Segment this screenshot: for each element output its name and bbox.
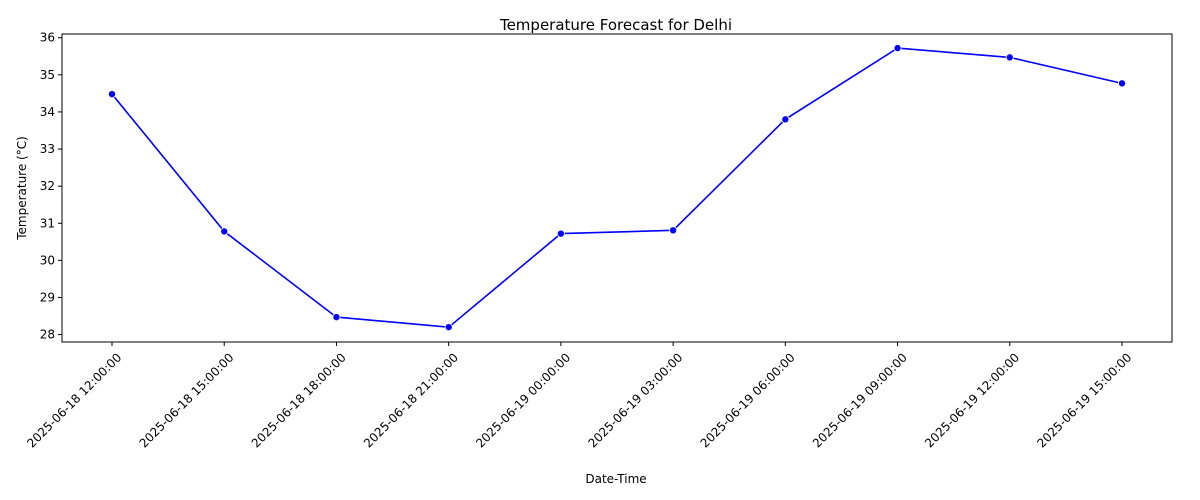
temperature-data-point: [1118, 79, 1127, 88]
y-tick-label: 30: [40, 253, 55, 267]
x-tick-label: 2025-06-19 12:00:00: [922, 350, 1022, 450]
x-axis: 2025-06-18 12:00:00 2025-06-18 15:00:00 20…: [24, 342, 1134, 450]
temperature-data-point: [108, 90, 117, 99]
y-tick-label: 36: [40, 31, 55, 45]
series-layer: [108, 44, 1127, 332]
temperature-data-point: [444, 323, 453, 332]
y-tick-label: 32: [40, 179, 55, 193]
x-tick-label: 2025-06-19 15:00:00: [1034, 350, 1134, 450]
chart-title: Temperature Forecast for Delhi: [499, 16, 732, 34]
x-tick-label: 2025-06-19 00:00:00: [473, 350, 573, 450]
x-tick-label: 2025-06-18 15:00:00: [137, 350, 237, 450]
x-axis-label: Date-Time: [585, 472, 646, 486]
temperature-data-point: [556, 229, 565, 238]
temperature-series-line: [111, 47, 1123, 329]
y-tick-label: 33: [40, 142, 55, 156]
y-tick-label: 35: [40, 68, 55, 82]
temperature-data-point: [893, 44, 902, 53]
temperature-data-point: [332, 313, 341, 322]
y-tick-label: 34: [40, 105, 55, 119]
x-tick-label: 2025-06-18 21:00:00: [361, 350, 461, 450]
x-tick-label: 2025-06-19 03:00:00: [585, 350, 685, 450]
y-axis: 28 29 30 31 32 33 34 35 36: [40, 31, 62, 342]
y-axis-label: Temperature (°C): [15, 136, 29, 241]
x-tick-label: 2025-06-19 09:00:00: [810, 350, 910, 450]
temperature-data-point: [1005, 53, 1014, 62]
y-tick-label: 29: [40, 290, 55, 304]
x-tick-label: 2025-06-18 18:00:00: [249, 350, 349, 450]
x-tick-label: 2025-06-18 12:00:00: [24, 350, 124, 450]
temperature-data-point: [781, 115, 790, 124]
y-tick-label: 31: [40, 216, 55, 230]
temperature-data-point: [669, 226, 678, 235]
plot-area-frame: [61, 33, 1173, 343]
y-tick-label: 28: [40, 328, 55, 342]
temperature-data-point: [220, 227, 229, 236]
x-tick-label: 2025-06-19 06:00:00: [698, 350, 798, 450]
